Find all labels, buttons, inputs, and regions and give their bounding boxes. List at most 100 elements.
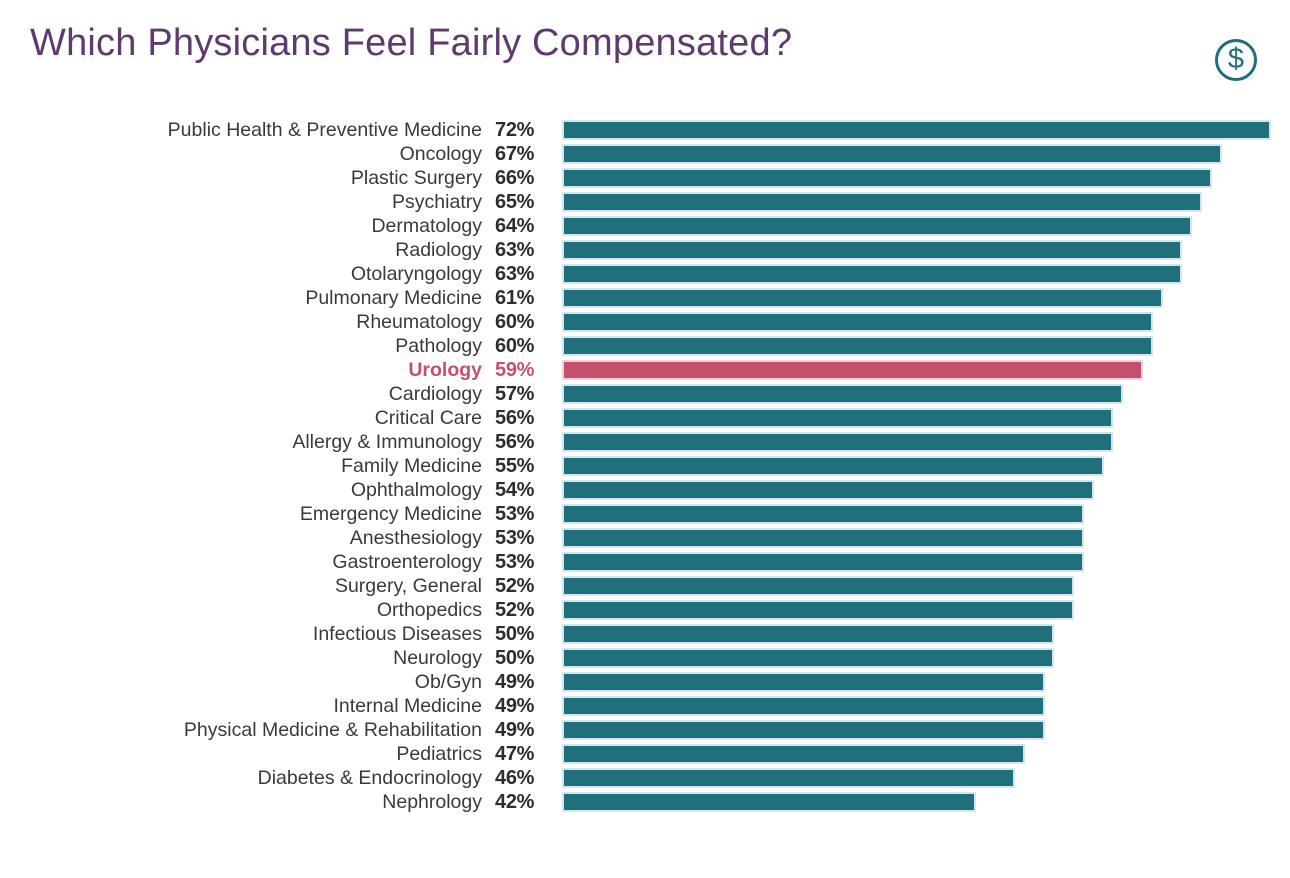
bar-area [562, 336, 1271, 356]
category-label: Surgery, General [334, 575, 482, 597]
bar [562, 144, 1222, 164]
bar-area [562, 720, 1271, 740]
value-label: 59% [495, 359, 535, 381]
chart-row: Surgery, General 52% [0, 574, 1271, 598]
value-label: 53% [495, 503, 535, 525]
bar [562, 552, 1084, 572]
chart-row: Public Health & Preventive Medicine 72% [0, 118, 1271, 142]
chart-row: Infectious Diseases 50% [0, 622, 1271, 646]
bar [562, 240, 1183, 260]
chart-row: Cardiology 57% [0, 382, 1271, 406]
bar [562, 528, 1084, 548]
category-label: Anesthesiology [349, 527, 482, 549]
category-label: Internal Medicine [333, 695, 483, 717]
bar-area [562, 408, 1271, 428]
category-label: Nephrology [382, 791, 482, 813]
bar [562, 384, 1124, 404]
category-label: Diabetes & Endocrinology [257, 767, 482, 789]
value-label: 57% [495, 383, 535, 405]
bar-area [562, 768, 1271, 788]
category-label: Neurology [393, 647, 482, 669]
value-label: 65% [495, 191, 535, 213]
category-label: Allergy & Immunology [292, 431, 482, 453]
bar-area [562, 624, 1271, 644]
value-label: 50% [495, 623, 535, 645]
bar-area [562, 504, 1271, 524]
bar-area [562, 216, 1271, 236]
chart-row: Internal Medicine 49% [0, 694, 1271, 718]
bar-area [562, 744, 1271, 764]
bar-area [562, 120, 1271, 140]
category-label: Urology [408, 359, 482, 381]
value-label: 60% [495, 311, 535, 333]
chart-row: Oncology 67% [0, 142, 1271, 166]
category-label: Pathology [395, 335, 482, 357]
value-label: 63% [495, 263, 535, 285]
value-label: 49% [495, 719, 535, 741]
bar [562, 744, 1025, 764]
bar [562, 720, 1045, 740]
category-label: Radiology [395, 239, 482, 261]
bar [562, 120, 1271, 140]
bar-area [562, 312, 1271, 332]
value-label: 52% [495, 575, 535, 597]
bar-area [562, 168, 1271, 188]
category-label: Otolaryngology [350, 263, 482, 285]
value-label: 56% [495, 407, 535, 429]
bar [562, 600, 1075, 620]
value-label: 46% [495, 767, 535, 789]
value-label: 64% [495, 215, 535, 237]
bar [562, 264, 1183, 284]
bar-area [562, 480, 1271, 500]
bar-area [562, 240, 1271, 260]
category-label: Physical Medicine & Rehabilitation [183, 719, 482, 741]
bar-area [562, 456, 1271, 476]
bar [562, 672, 1045, 692]
chart-row: Psychiatry 65% [0, 190, 1271, 214]
bar-area [562, 432, 1271, 452]
bar-area [562, 528, 1271, 548]
chart-row: Physical Medicine & Rehabilitation 49% [0, 718, 1271, 742]
bar [562, 168, 1212, 188]
bar [562, 648, 1055, 668]
page-title: Which Physicians Feel Fairly Compensated… [30, 22, 793, 64]
value-label: 72% [495, 119, 535, 141]
bar-area [562, 672, 1271, 692]
chart-row: Allergy & Immunology 56% [0, 430, 1271, 454]
chart-row: Gastroenterology 53% [0, 550, 1271, 574]
category-label: Rheumatology [356, 311, 482, 333]
category-label: Gastroenterology [332, 551, 482, 573]
chart-row: Urology 59% [0, 358, 1271, 382]
value-label: 42% [495, 791, 535, 813]
chart-row: Emergency Medicine 53% [0, 502, 1271, 526]
chart-row: Anesthesiology 53% [0, 526, 1271, 550]
bar [562, 504, 1084, 524]
bar [562, 624, 1055, 644]
chart-row: Pediatrics 47% [0, 742, 1271, 766]
dollar-symbol: $ [1227, 42, 1245, 75]
value-label: 67% [495, 143, 535, 165]
category-label: Emergency Medicine [299, 503, 482, 525]
bar-area [562, 552, 1271, 572]
bar [562, 336, 1153, 356]
category-label: Infectious Diseases [312, 623, 482, 645]
category-label: Dermatology [371, 215, 482, 237]
chart-row: Pathology 60% [0, 334, 1271, 358]
bar [562, 216, 1193, 236]
chart-row: Ophthalmology 54% [0, 478, 1271, 502]
category-label: Critical Care [374, 407, 482, 429]
category-label: Public Health & Preventive Medicine [167, 119, 482, 141]
bar-area [562, 792, 1271, 812]
value-label: 55% [495, 455, 535, 477]
value-label: 50% [495, 647, 535, 669]
bar-area [562, 288, 1271, 308]
bar-area [562, 384, 1271, 404]
bar-area [562, 264, 1271, 284]
category-label: Pulmonary Medicine [305, 287, 482, 309]
bar [562, 768, 1015, 788]
bar-area [562, 648, 1271, 668]
value-label: 52% [495, 599, 535, 621]
value-label: 47% [495, 743, 535, 765]
chart-row: Radiology 63% [0, 238, 1271, 262]
